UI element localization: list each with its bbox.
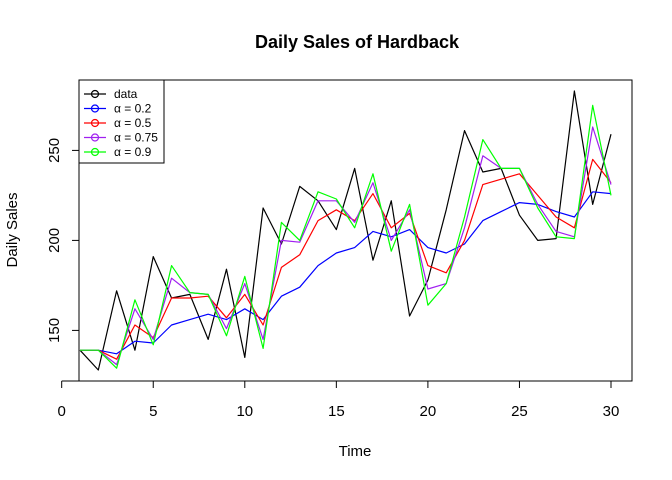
y-tick-label: 200 bbox=[46, 228, 63, 253]
legend-label: data bbox=[114, 87, 138, 101]
series-line-2 bbox=[80, 158, 612, 360]
series-line-4 bbox=[80, 104, 612, 369]
x-tick-label: 30 bbox=[603, 403, 620, 420]
x-tick-label: 0 bbox=[58, 403, 66, 420]
legend-label: α = 0.75 bbox=[114, 131, 158, 145]
x-tick-label: 25 bbox=[511, 403, 528, 420]
y-axis: 150 200 250 bbox=[46, 138, 80, 343]
legend-label: α = 0.2 bbox=[114, 102, 152, 116]
legend-marker bbox=[90, 104, 100, 113]
legend-marker bbox=[90, 89, 100, 99]
series-line-1 bbox=[80, 191, 612, 355]
y-axis-label: Daily Sales bbox=[4, 192, 21, 267]
legend-marker bbox=[90, 133, 100, 142]
chart-title: Daily Sales of Hardback bbox=[255, 32, 460, 52]
y-tick-label: 250 bbox=[46, 138, 63, 163]
x-tick-label: 10 bbox=[236, 403, 253, 420]
legend-label: α = 0.9 bbox=[114, 145, 152, 159]
series-layer bbox=[79, 90, 612, 371]
x-tick-label: 15 bbox=[328, 403, 345, 420]
legend-label: α = 0.5 bbox=[114, 116, 152, 130]
y-tick-label: 150 bbox=[46, 318, 63, 343]
x-tick-label: 5 bbox=[149, 403, 157, 420]
x-axis: 0 5 10 15 20 25 30 bbox=[58, 380, 620, 420]
legend-marker bbox=[90, 118, 100, 128]
series-line-0 bbox=[79, 90, 612, 371]
x-axis-label: Time bbox=[339, 443, 372, 460]
x-tick-label: 20 bbox=[420, 403, 437, 420]
legend-marker bbox=[90, 147, 100, 157]
